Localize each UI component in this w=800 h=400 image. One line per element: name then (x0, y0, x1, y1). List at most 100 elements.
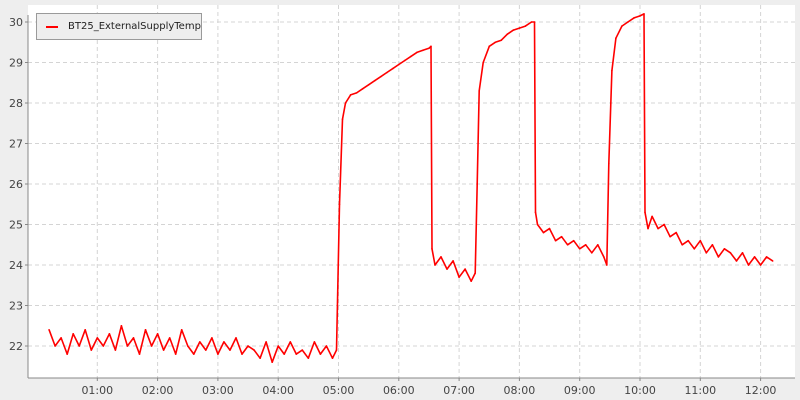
data-point (241, 353, 243, 355)
x-tick-label: 01:00 (81, 384, 113, 397)
data-point (434, 264, 436, 266)
data-point (120, 324, 123, 327)
data-point (621, 25, 623, 27)
data-point (138, 353, 141, 355)
data-point (554, 239, 557, 242)
data-point (367, 83, 370, 86)
data-point (488, 45, 491, 48)
y-tick-label: 27 (9, 138, 23, 151)
x-tick-label: 07:00 (443, 384, 475, 397)
y-tick-label: 25 (9, 219, 23, 232)
data-point (180, 329, 183, 331)
x-tick-label: 12:00 (745, 384, 777, 397)
data-point (428, 47, 430, 50)
data-point (96, 337, 99, 339)
data-point (464, 268, 466, 270)
data-point (530, 21, 533, 23)
data-point (277, 345, 280, 347)
data-point (590, 252, 593, 254)
data-point (54, 345, 56, 347)
data-point (78, 345, 81, 347)
data-point (335, 349, 338, 351)
data-point (518, 27, 521, 29)
x-tick-label: 08:00 (504, 384, 536, 397)
data-point (66, 353, 68, 355)
plot-area (28, 5, 795, 378)
data-point (156, 333, 159, 335)
data-point (431, 248, 433, 250)
data-point (271, 361, 273, 364)
data-point (72, 333, 74, 335)
data-point (162, 349, 165, 351)
data-point (753, 256, 756, 258)
data-point (615, 37, 617, 39)
data-point (223, 341, 225, 343)
data-point (759, 264, 762, 266)
data-point (533, 21, 536, 23)
y-tick-label: 22 (9, 340, 23, 353)
data-point (566, 243, 569, 246)
data-point (344, 102, 347, 104)
data-point (319, 353, 322, 355)
data-point (711, 243, 714, 246)
data-point (663, 223, 665, 226)
data-point (355, 92, 358, 94)
data-point (253, 349, 255, 351)
x-tick-label: 02:00 (142, 384, 174, 397)
x-tick-label: 09:00 (564, 384, 596, 397)
data-point (84, 329, 87, 331)
axes: 22 23 24 25 26 27 28 29 30 01:00 02:00 03:00 04:00 05… (9, 15, 795, 397)
data-point (391, 67, 394, 70)
data-point (373, 79, 376, 82)
data-point (90, 349, 93, 351)
data-point (289, 341, 292, 343)
data-point (611, 69, 613, 72)
data-point (729, 252, 732, 254)
y-tick-label: 23 (9, 300, 23, 313)
data-point (524, 25, 527, 27)
data-point (723, 248, 726, 250)
data-point (470, 280, 472, 283)
data-point (584, 243, 587, 246)
x-tick-label: 11:00 (684, 384, 716, 397)
data-point (735, 260, 738, 262)
data-point (150, 345, 153, 347)
data-point (705, 252, 708, 254)
data-point (422, 49, 424, 52)
data-point (474, 272, 476, 274)
data-point (765, 256, 768, 258)
data-point (186, 345, 189, 347)
data-point (349, 94, 352, 96)
data-point (126, 345, 129, 347)
data-point (633, 17, 635, 19)
data-point (338, 203, 341, 206)
data-point (699, 239, 702, 242)
data-point (506, 33, 509, 35)
data-point (651, 215, 653, 218)
data-point (192, 353, 195, 355)
data-point (174, 353, 177, 355)
data-point (500, 39, 503, 42)
data-point (199, 341, 201, 343)
data-point (578, 248, 581, 250)
data-point (627, 21, 629, 23)
data-point (476, 183, 478, 185)
data-point (114, 349, 117, 351)
data-point (643, 13, 645, 15)
data-point (693, 248, 696, 250)
data-point (168, 337, 171, 339)
x-tick-label: 04:00 (262, 384, 294, 397)
legend-label: BT25_ExternalSupplyTemp (68, 21, 201, 32)
data-point (675, 231, 677, 234)
data-point (534, 211, 537, 214)
y-tick-label: 28 (9, 97, 23, 110)
data-point (211, 337, 213, 339)
data-point (60, 337, 62, 339)
data-point (440, 256, 442, 258)
data-point (669, 235, 671, 238)
data-point (341, 118, 344, 120)
data-point (48, 329, 50, 331)
data-point (416, 51, 418, 54)
data-point (307, 357, 310, 359)
